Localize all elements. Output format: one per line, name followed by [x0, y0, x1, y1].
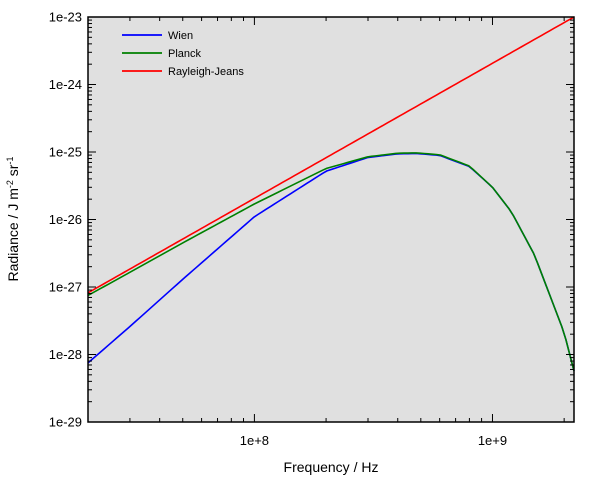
y-tick-label: 1e-28	[49, 347, 82, 362]
y-tick-label: 1e-25	[49, 145, 82, 160]
plot-area	[88, 17, 574, 422]
legend-label-wien: Wien	[168, 30, 193, 42]
series-layer	[87, 16, 575, 372]
series-line-rayleigh-jeans	[87, 16, 575, 294]
legend-label-planck: Planck	[168, 48, 202, 60]
y-axis-label-exp2: -1	[5, 157, 15, 165]
y-tick-label: 1e-26	[49, 212, 82, 227]
y-tick-label: 1e-23	[49, 10, 82, 25]
ticks-layer: 1e-23 1e-24 1e-25 1e-26 1e-27 1e-28 1e-29 1e+8 1…	[49, 10, 574, 448]
x-tick-label: 1e+9	[478, 433, 507, 448]
y-tick-label: 1e-29	[49, 415, 82, 430]
y-axis-label-mid: sr	[5, 164, 21, 180]
legend-label-rayleigh-jeans: Rayleigh-Jeans	[168, 66, 244, 78]
y-axis-label-base: Radiance / J m	[5, 188, 21, 281]
series-line-planck	[87, 152, 575, 372]
y-axis-label: Radiance / J m-2 sr-1	[5, 157, 21, 282]
x-tick-label: 1e+8	[240, 433, 269, 448]
legend: Wien Planck Rayleigh-Jeans	[122, 30, 244, 78]
y-tick-label: 1e-24	[49, 77, 82, 92]
y-axis-label-exp1: -2	[5, 180, 15, 188]
y-tick-label: 1e-27	[49, 280, 82, 295]
x-axis-label: Frequency / Hz	[284, 459, 379, 475]
